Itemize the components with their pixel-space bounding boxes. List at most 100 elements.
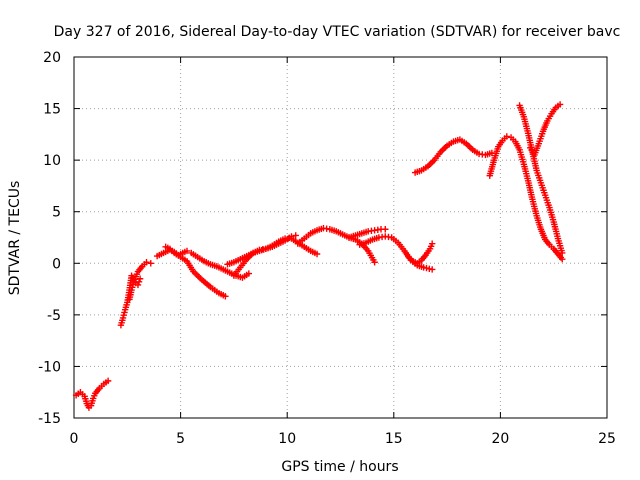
data-point-trail	[360, 228, 370, 236]
series-arc-1	[72, 377, 112, 411]
data-point-trail	[549, 106, 558, 115]
series-arc-13	[411, 136, 496, 176]
data-point-trail	[358, 240, 368, 248]
data-point-trail	[126, 289, 135, 301]
y-axis-label: SDTVAR / TECUs	[7, 181, 23, 296]
data-point-trail	[328, 226, 338, 234]
data-point	[382, 226, 389, 233]
data-point-trail	[555, 237, 565, 254]
data-point	[222, 293, 229, 300]
x-axis-label: GPS time / hours	[281, 459, 398, 475]
data-point-trail	[271, 241, 280, 249]
data-point-trail	[264, 244, 274, 252]
data-point-trail	[200, 278, 212, 289]
data-point-trail	[341, 232, 351, 240]
axis-ticks: 0 5 10 15 20 25 -15 -10 -5 0 5 10 15 20	[38, 50, 616, 447]
data-point-trail	[484, 150, 493, 158]
data-point-trail	[528, 146, 537, 156]
data-point	[292, 232, 299, 239]
data-point-trail	[487, 159, 497, 177]
data-point	[147, 260, 154, 267]
data-point-trail	[347, 232, 357, 241]
data-point-trail	[420, 164, 429, 173]
data-point-trail	[534, 214, 544, 231]
data-point-trail	[315, 225, 325, 233]
data-point-trail	[551, 221, 561, 240]
data-point-trail	[416, 262, 425, 270]
series-arc-14	[486, 133, 566, 263]
series-arc-12	[405, 240, 436, 267]
data-point-trail	[521, 115, 531, 135]
data-point-trail	[226, 259, 235, 267]
data-point	[428, 266, 436, 273]
data-point-trail	[309, 248, 319, 257]
data-point-trail	[232, 266, 242, 277]
data-point-trail	[542, 194, 552, 209]
data-point-trail	[136, 264, 145, 274]
data-point-trail	[396, 241, 407, 253]
data-point	[245, 270, 253, 277]
series-arc-9	[294, 225, 378, 266]
data-point-trail	[93, 386, 102, 395]
data-point-trail	[458, 137, 468, 146]
data-point-trail	[546, 206, 557, 223]
series-arc-16	[527, 101, 564, 159]
y-tick-label: 5	[52, 205, 61, 221]
y-tick-label: 15	[43, 102, 61, 118]
data-point-trail	[258, 246, 267, 254]
data-point-trail	[426, 158, 436, 168]
data-point-trail	[190, 251, 199, 259]
chart-title: Day 327 of 2016, Sidereal Day-to-day VTE…	[54, 24, 621, 40]
data-point-trail	[556, 252, 565, 261]
data-marks	[72, 101, 566, 411]
series-arc-5	[162, 243, 229, 300]
series-arc-15	[516, 102, 566, 257]
data-point-trail	[179, 255, 189, 264]
data-point-trail	[543, 238, 552, 247]
data-point-trail	[82, 395, 90, 405]
data-point	[556, 101, 564, 108]
x-tick-label: 0	[70, 431, 79, 447]
data-point	[104, 377, 112, 385]
data-point-trail	[432, 150, 443, 162]
data-point-trail	[335, 229, 344, 237]
data-point-trail	[232, 256, 242, 265]
data-point-trail	[491, 145, 501, 162]
data-point-trail	[540, 119, 550, 133]
data-point-trail	[365, 237, 374, 245]
data-point-trail	[238, 258, 249, 269]
data-point-trail	[129, 281, 137, 291]
x-tick-label: 15	[385, 431, 403, 447]
data-point-trail	[239, 253, 248, 262]
y-tick-label: 10	[43, 153, 61, 169]
x-tick-label: 5	[176, 431, 185, 447]
data-point-trail	[513, 140, 522, 151]
data-point-trail	[196, 255, 206, 264]
data-point-trail	[173, 251, 182, 259]
y-tick-label: -5	[47, 308, 61, 324]
series-arc-10	[345, 226, 389, 241]
data-point-trail	[517, 149, 527, 166]
series-arc-3	[126, 259, 154, 303]
data-point-trail	[202, 259, 212, 267]
data-point-trail	[290, 236, 299, 245]
plot-frame	[73, 56, 608, 419]
data-point-trail	[309, 228, 319, 236]
data-point-trail	[252, 248, 261, 256]
data-point-trail	[354, 230, 363, 238]
data-point-trail	[303, 244, 312, 253]
data-point-trail	[366, 249, 377, 264]
data-point-trail	[419, 253, 428, 262]
data-point-trail	[517, 104, 527, 118]
data-point	[559, 249, 566, 257]
data-point-trail	[118, 317, 126, 326]
data-point-trail	[303, 231, 312, 241]
y-tick-label: 20	[43, 50, 61, 66]
data-point-trail	[354, 237, 363, 246]
data-point-trail	[222, 267, 231, 275]
data-point-trail	[551, 247, 560, 256]
data-point-trail	[245, 250, 255, 259]
data-point-trail	[496, 139, 505, 148]
data-point-trail	[538, 182, 548, 196]
